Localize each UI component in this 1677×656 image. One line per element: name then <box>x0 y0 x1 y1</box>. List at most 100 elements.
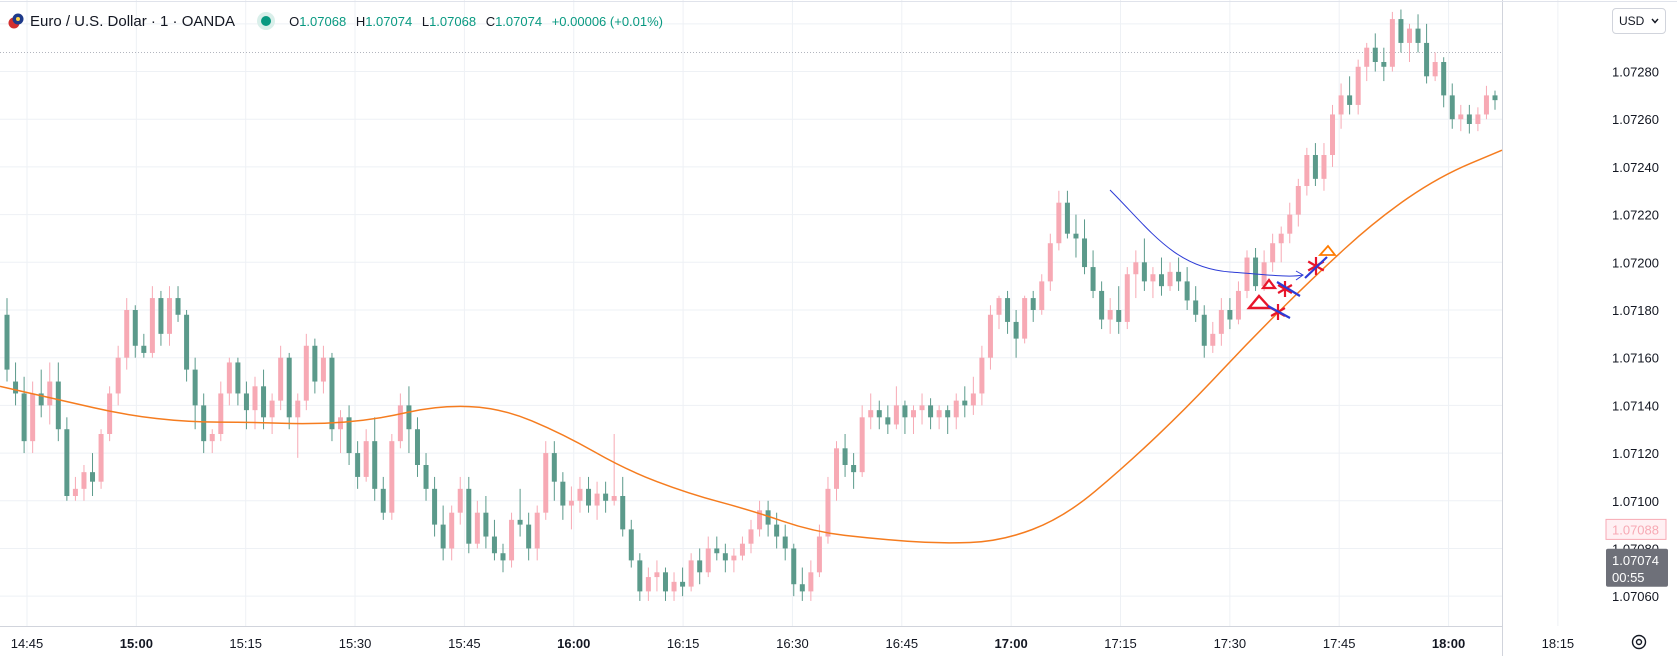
last-price-tag <box>1606 548 1668 587</box>
candle-down <box>64 429 70 496</box>
candle-down <box>1082 238 1088 268</box>
candle-up <box>1047 243 1053 282</box>
candle-up <box>611 496 617 501</box>
y-axis-tick-label: 1.07280 <box>1612 65 1659 80</box>
candle-down <box>158 298 164 334</box>
candle-up <box>654 572 660 578</box>
candle-up <box>1107 310 1113 320</box>
candle-up <box>816 536 822 573</box>
candle-up <box>688 560 694 587</box>
candle-up <box>1039 281 1045 310</box>
candle-down <box>90 472 96 482</box>
candle-down <box>782 536 788 549</box>
candle-up <box>1270 243 1276 263</box>
candle-up <box>705 548 711 573</box>
candle-down <box>962 400 968 406</box>
candle-down <box>1381 62 1387 67</box>
candle-down <box>235 362 241 394</box>
change-value: +0.00006 (+0.01%) <box>551 13 664 29</box>
currency-flags-icon <box>8 13 24 29</box>
candle-down <box>885 417 891 425</box>
close-value: 1.07074 <box>495 13 543 29</box>
y-axis-tick-label: 1.07140 <box>1612 398 1659 413</box>
candle-up <box>269 400 275 418</box>
currency-label: USD <box>1619 14 1645 28</box>
candle-down <box>526 524 532 549</box>
candle-down <box>620 496 626 530</box>
x-axis-tick-label: 15:00 <box>120 636 153 651</box>
candle-down <box>440 524 446 549</box>
candle-down <box>680 581 686 587</box>
x-axis-tick-label: 18:15 <box>1542 636 1575 651</box>
candle-up <box>996 298 1002 315</box>
candle-down <box>722 553 728 561</box>
candle-up <box>1287 214 1293 234</box>
annotation-arrowhead-icon <box>1295 270 1304 281</box>
candle-down <box>201 405 207 442</box>
candle-up <box>953 400 959 418</box>
currency-selector[interactable]: USD <box>1612 8 1666 34</box>
candle-up <box>834 448 840 489</box>
candle-down <box>697 560 703 573</box>
candle-up <box>278 357 284 401</box>
candle-up <box>979 357 985 394</box>
candle-down <box>1227 310 1233 320</box>
high-label: H <box>355 13 366 29</box>
candle-down <box>355 453 361 477</box>
candle-down <box>1201 314 1207 346</box>
close-label: C <box>485 13 496 29</box>
x-axis-tick-label: 17:30 <box>1214 636 1247 651</box>
candle-down <box>4 314 10 370</box>
candle-down <box>372 441 378 489</box>
candle-down <box>21 393 27 442</box>
y-axis-tick-label: 1.07180 <box>1612 303 1659 318</box>
candle-down <box>414 429 420 465</box>
candle-up <box>534 512 540 549</box>
y-axis-tick-label: 1.07060 <box>1612 589 1659 604</box>
orange-triangle-icon <box>1317 244 1337 256</box>
y-axis-tick-label: 1.07120 <box>1612 446 1659 461</box>
candle-down <box>1449 95 1455 120</box>
ohlc-values: O1.07068 H1.07074 L1.07068 C1.07074 +0.0… <box>289 14 663 29</box>
candle-down <box>1030 298 1036 310</box>
open-value: 1.07068 <box>299 13 347 29</box>
candle-up <box>1278 233 1284 244</box>
candle-up <box>389 441 395 513</box>
candle-down <box>184 314 190 370</box>
x-axis-tick-label: 15:45 <box>448 636 481 651</box>
candle-up <box>1432 62 1438 77</box>
candle-up <box>1210 333 1216 346</box>
y-axis-tick-label: 1.07220 <box>1612 208 1659 223</box>
candle-up <box>72 488 78 496</box>
candle-up <box>338 417 344 430</box>
candle-up <box>397 405 403 442</box>
candle-up <box>107 393 113 434</box>
x-axis-tick-label: 17:15 <box>1104 636 1137 651</box>
candle-down <box>1099 290 1105 320</box>
settings-gear-icon[interactable] <box>1630 633 1648 651</box>
candle-down <box>1184 281 1190 301</box>
low-value: 1.07068 <box>429 13 477 29</box>
candle-up <box>1235 290 1241 320</box>
candle-up <box>1056 202 1062 244</box>
x-axis-tick-label: 16:30 <box>776 636 809 651</box>
symbol-name[interactable]: Euro / U.S. Dollar · 1 · OANDA <box>30 12 236 30</box>
candle-down <box>765 510 771 525</box>
candle-up <box>577 488 583 501</box>
candle-up <box>757 510 763 530</box>
candle-down <box>1176 271 1182 282</box>
x-axis-tick-label: 16:45 <box>886 636 919 651</box>
candle-up <box>1244 257 1250 291</box>
bar-countdown-text: 00:55 <box>1612 570 1645 585</box>
candle-up <box>30 393 36 442</box>
candle-down <box>1064 202 1070 234</box>
candle-up <box>1364 47 1370 67</box>
candle-down <box>1424 42 1430 77</box>
candle-down <box>312 345 318 382</box>
candle-down <box>1073 233 1079 239</box>
candle-down <box>876 410 882 418</box>
candle-up <box>149 298 155 353</box>
candle-down <box>799 584 805 592</box>
candle-up <box>166 298 172 334</box>
